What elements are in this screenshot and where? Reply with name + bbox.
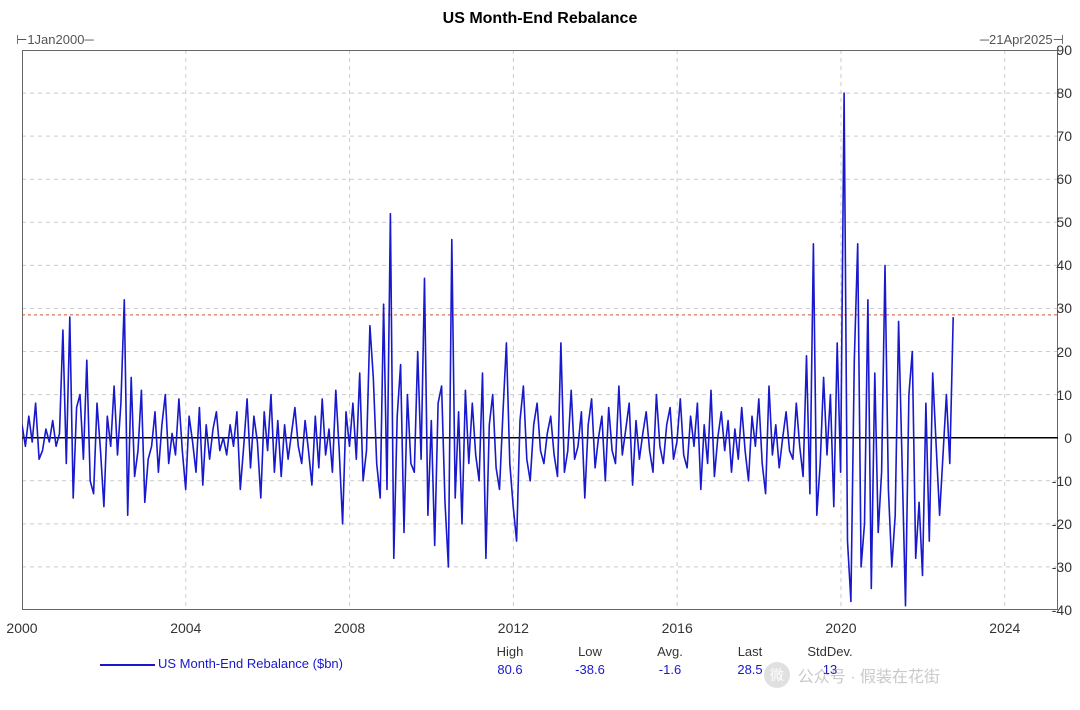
chart-plot	[22, 50, 1058, 610]
date-end-text: 21Apr2025	[989, 32, 1053, 47]
stat-header: High	[475, 644, 545, 659]
stat-header: StdDev.	[795, 644, 865, 659]
stat-value: -1.6	[635, 662, 705, 677]
y-tick-label: 40	[1056, 257, 1072, 273]
stat-header: Last	[715, 644, 785, 659]
chart-title: US Month-End Rebalance	[0, 10, 1080, 28]
stat-value: 80.6	[475, 662, 545, 677]
wechat-icon: 微	[764, 662, 790, 688]
x-tick-label: 2004	[170, 620, 201, 636]
y-tick-label: 20	[1056, 344, 1072, 360]
y-tick-label: 70	[1056, 128, 1072, 144]
y-tick-label: -30	[1052, 559, 1072, 575]
watermark: 微 公众号 · 假装在花街	[764, 662, 940, 688]
x-tick-label: 2020	[825, 620, 856, 636]
stat-header: Low	[555, 644, 625, 659]
y-tick-label: -10	[1052, 473, 1072, 489]
x-tick-label: 2000	[6, 620, 37, 636]
x-tick-label: 2016	[662, 620, 693, 636]
y-tick-label: -20	[1052, 516, 1072, 532]
chart-container: US Month-End Rebalance ⊢1Jan2000─ ─21Apr…	[0, 0, 1080, 710]
y-tick-label: 80	[1056, 85, 1072, 101]
y-tick-label: 30	[1056, 300, 1072, 316]
date-range-start: ⊢1Jan2000─	[16, 32, 94, 48]
legend-label: US Month-End Rebalance ($bn)	[158, 656, 343, 671]
x-tick-label: 2024	[989, 620, 1020, 636]
stat-header: Avg.	[635, 644, 705, 659]
y-tick-label: 10	[1056, 387, 1072, 403]
y-tick-label: 0	[1064, 430, 1072, 446]
y-tick-label: 90	[1056, 42, 1072, 58]
x-tick-label: 2008	[334, 620, 365, 636]
date-range-end: ─21Apr2025⊣	[980, 32, 1064, 48]
y-tick-label: 60	[1056, 171, 1072, 187]
watermark-text: 公众号 · 假装在花街	[798, 663, 940, 687]
date-start-text: 1Jan2000	[27, 32, 84, 47]
stat-value: -38.6	[555, 662, 625, 677]
y-tick-label: 50	[1056, 214, 1072, 230]
y-tick-label: -40	[1052, 602, 1072, 618]
x-tick-label: 2012	[498, 620, 529, 636]
legend-line-sample	[100, 664, 155, 666]
